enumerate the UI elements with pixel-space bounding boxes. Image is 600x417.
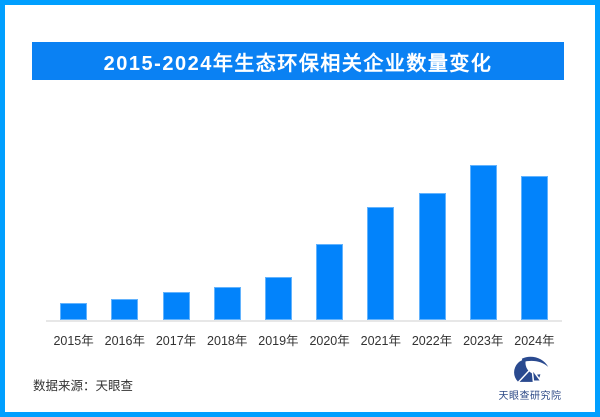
bar-slot <box>253 160 304 320</box>
chart-title: 2015-2024年生态环保相关企业数量变化 <box>103 52 493 75</box>
x-tick-label-2022: 2022年 <box>411 334 453 348</box>
bar-slot <box>406 160 457 320</box>
bar-2019 <box>264 277 292 320</box>
tianyancha-logo-label: 天眼查研究院 <box>498 391 562 402</box>
x-tick-label-2023: 2023年 <box>463 334 504 348</box>
data-source-note: 数据来源：天眼查 <box>33 379 134 393</box>
bar-slot <box>304 160 355 320</box>
bar-slot <box>202 160 253 320</box>
x-tick-label-2019: 2019年 <box>258 334 299 348</box>
bar-slot <box>509 160 560 320</box>
x-tick-label-2017: 2017年 <box>155 334 197 348</box>
bar-slot <box>150 160 201 320</box>
bar-chart-plot-area <box>48 160 560 320</box>
tianyancha-logo: 天眼查研究院 <box>497 356 563 402</box>
bar-slot <box>99 160 150 320</box>
bar-2015 <box>60 303 88 320</box>
x-tick-label-2015: 2015年 <box>53 334 94 348</box>
tianyancha-eye-icon <box>514 356 550 386</box>
bar-2017 <box>162 292 190 320</box>
bar-2024 <box>520 176 548 320</box>
bar-2016 <box>111 299 139 320</box>
bar-2021 <box>367 207 395 320</box>
bar-slot <box>48 160 99 320</box>
x-axis-labels: 2015年 2016年 2017年 2018年 2019年 2020年 2021年 2022年… <box>48 330 560 349</box>
x-tick-label-2016: 2016年 <box>104 334 145 348</box>
bar-slot <box>458 160 509 320</box>
title-banner: 2015-2024年生态环保相关企业数量变化 <box>32 42 564 80</box>
bar-2023 <box>469 165 497 320</box>
x-tick-label-2018: 2018年 <box>207 334 248 348</box>
x-axis-line <box>46 320 562 322</box>
x-tick-label-2020: 2020年 <box>309 334 350 348</box>
x-tick-label-2021: 2021年 <box>360 334 401 348</box>
bar-2022 <box>418 193 446 320</box>
bar-slot <box>355 160 406 320</box>
bar-2020 <box>316 244 344 320</box>
bar-2018 <box>213 287 241 320</box>
x-tick-label-2024: 2024年 <box>514 334 555 348</box>
